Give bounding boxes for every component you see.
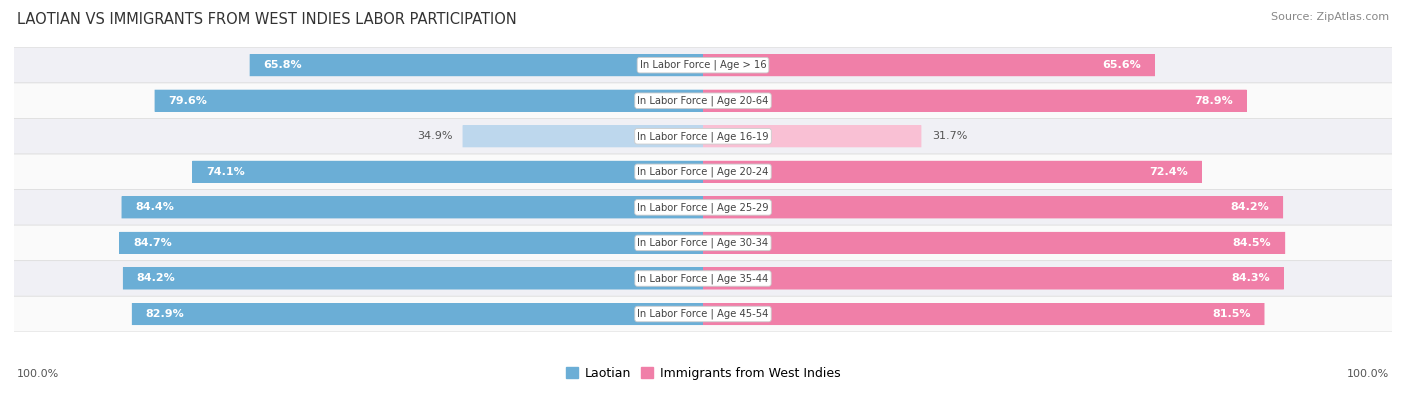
Bar: [703, 196, 1284, 218]
Text: 84.7%: 84.7%: [134, 238, 172, 248]
Bar: [250, 54, 703, 76]
Text: 100.0%: 100.0%: [1347, 369, 1389, 379]
Text: 74.1%: 74.1%: [207, 167, 245, 177]
Text: 81.5%: 81.5%: [1212, 309, 1251, 319]
Text: 65.8%: 65.8%: [263, 60, 302, 70]
Text: 84.5%: 84.5%: [1233, 238, 1271, 248]
Text: 84.2%: 84.2%: [1230, 202, 1270, 213]
FancyBboxPatch shape: [13, 83, 1393, 118]
Bar: [193, 161, 703, 183]
Text: 65.6%: 65.6%: [1102, 60, 1142, 70]
Text: 100.0%: 100.0%: [17, 369, 59, 379]
Bar: [703, 232, 1285, 254]
FancyBboxPatch shape: [13, 47, 1393, 83]
Text: 78.9%: 78.9%: [1194, 96, 1233, 106]
Bar: [703, 54, 1154, 76]
FancyBboxPatch shape: [703, 267, 1284, 290]
FancyBboxPatch shape: [193, 161, 703, 183]
Text: 84.2%: 84.2%: [136, 273, 176, 284]
FancyBboxPatch shape: [122, 267, 703, 290]
Text: 34.9%: 34.9%: [416, 131, 453, 141]
Bar: [703, 303, 1264, 325]
Text: In Labor Force | Age 35-44: In Labor Force | Age 35-44: [637, 273, 769, 284]
FancyBboxPatch shape: [132, 303, 703, 325]
FancyBboxPatch shape: [703, 303, 1264, 325]
Text: 31.7%: 31.7%: [932, 131, 967, 141]
Bar: [121, 196, 703, 218]
FancyBboxPatch shape: [155, 90, 703, 112]
FancyBboxPatch shape: [121, 196, 703, 218]
Text: In Labor Force | Age 20-64: In Labor Force | Age 20-64: [637, 96, 769, 106]
FancyBboxPatch shape: [13, 118, 1393, 154]
Text: 72.4%: 72.4%: [1149, 167, 1188, 177]
Bar: [703, 267, 1284, 290]
FancyBboxPatch shape: [463, 125, 703, 147]
Bar: [132, 303, 703, 325]
Text: In Labor Force | Age > 16: In Labor Force | Age > 16: [640, 60, 766, 70]
Bar: [703, 125, 921, 147]
FancyBboxPatch shape: [703, 90, 1247, 112]
FancyBboxPatch shape: [703, 196, 1284, 218]
Text: In Labor Force | Age 25-29: In Labor Force | Age 25-29: [637, 202, 769, 213]
FancyBboxPatch shape: [120, 232, 703, 254]
FancyBboxPatch shape: [13, 190, 1393, 225]
Text: 82.9%: 82.9%: [146, 309, 184, 319]
FancyBboxPatch shape: [13, 154, 1393, 190]
Text: 84.3%: 84.3%: [1232, 273, 1270, 284]
FancyBboxPatch shape: [703, 161, 1202, 183]
FancyBboxPatch shape: [250, 54, 703, 76]
Text: In Labor Force | Age 45-54: In Labor Force | Age 45-54: [637, 309, 769, 319]
Bar: [120, 232, 703, 254]
Bar: [122, 267, 703, 290]
Text: In Labor Force | Age 30-34: In Labor Force | Age 30-34: [637, 238, 769, 248]
FancyBboxPatch shape: [13, 296, 1393, 332]
Bar: [155, 90, 703, 112]
Bar: [463, 125, 703, 147]
Text: LAOTIAN VS IMMIGRANTS FROM WEST INDIES LABOR PARTICIPATION: LAOTIAN VS IMMIGRANTS FROM WEST INDIES L…: [17, 12, 516, 27]
Text: 79.6%: 79.6%: [169, 96, 207, 106]
FancyBboxPatch shape: [13, 225, 1393, 261]
Bar: [703, 90, 1247, 112]
Text: In Labor Force | Age 16-19: In Labor Force | Age 16-19: [637, 131, 769, 141]
Bar: [703, 161, 1202, 183]
FancyBboxPatch shape: [13, 261, 1393, 296]
FancyBboxPatch shape: [703, 54, 1154, 76]
FancyBboxPatch shape: [703, 125, 921, 147]
Text: In Labor Force | Age 20-24: In Labor Force | Age 20-24: [637, 167, 769, 177]
Text: 84.4%: 84.4%: [135, 202, 174, 213]
Legend: Laotian, Immigrants from West Indies: Laotian, Immigrants from West Indies: [561, 362, 845, 385]
FancyBboxPatch shape: [703, 232, 1285, 254]
Text: Source: ZipAtlas.com: Source: ZipAtlas.com: [1271, 12, 1389, 22]
